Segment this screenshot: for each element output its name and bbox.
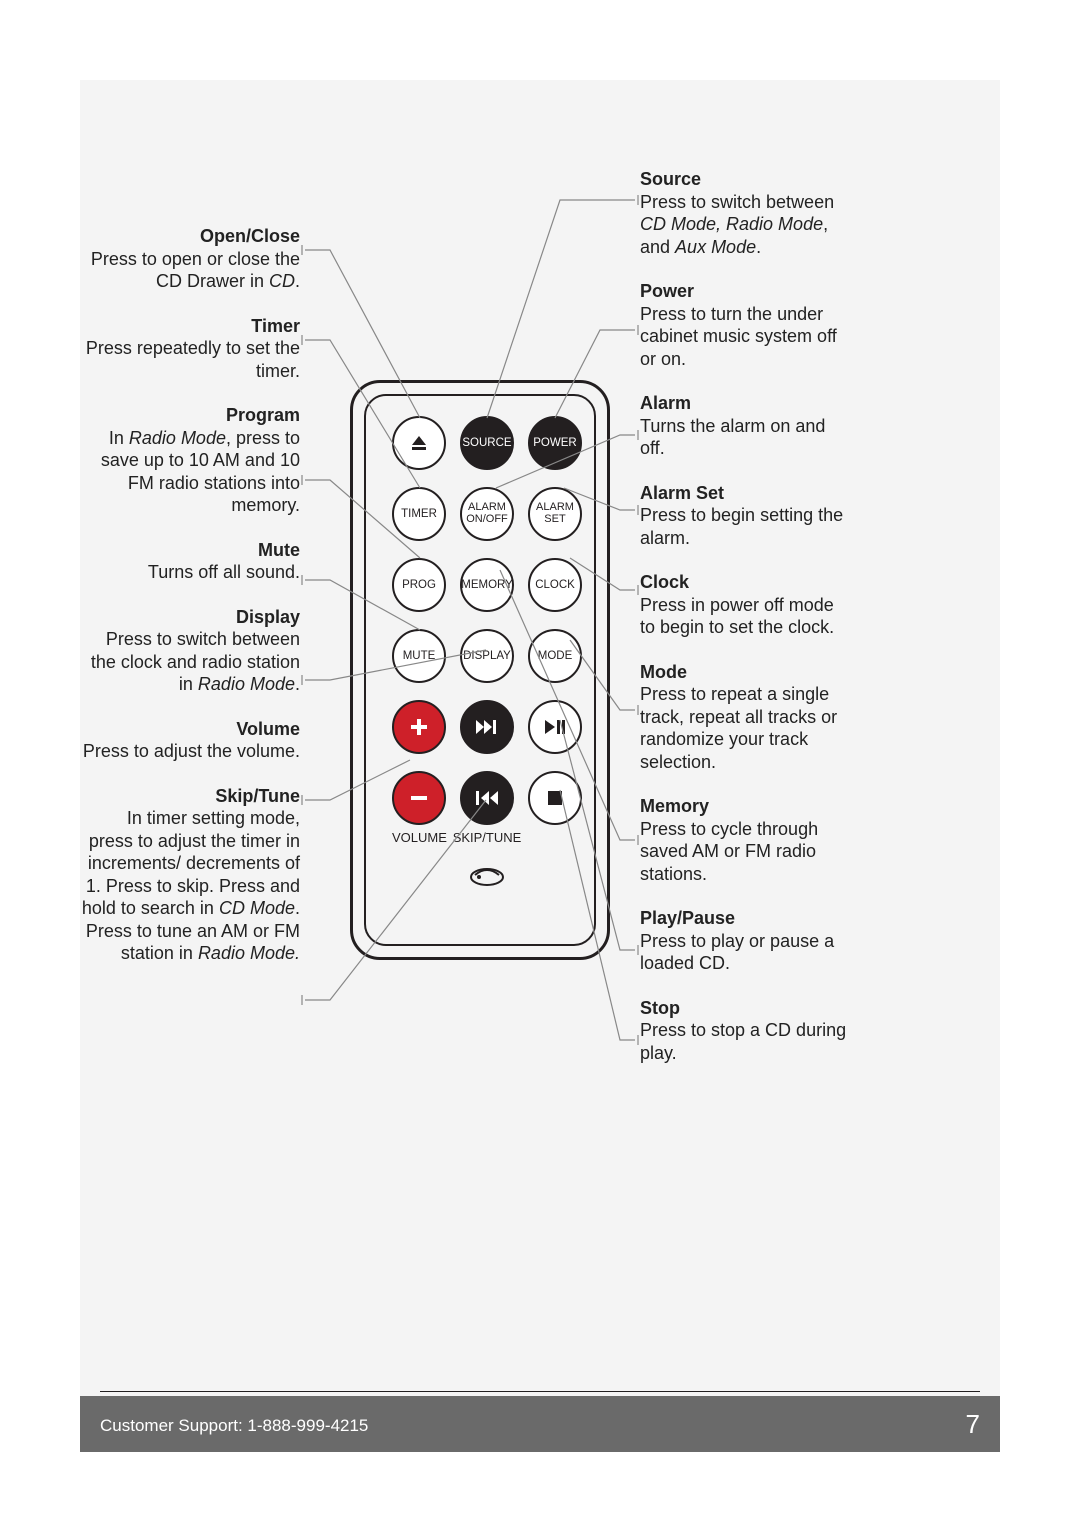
button-label: POWER — [533, 437, 576, 449]
alarm-button[interactable]: ALARM ON/OFF — [460, 487, 514, 541]
clock-button[interactable]: CLOCK — [528, 558, 582, 612]
callout-title: Mute — [80, 539, 300, 562]
callout-desc: Press to repeat a single track, repeat a… — [640, 683, 850, 773]
callout-title: Mode — [640, 661, 850, 684]
callout-title: Memory — [640, 795, 850, 818]
callout-alarm: Alarm Turns the alarm on and off. — [640, 392, 850, 460]
power-button[interactable]: POWER — [528, 416, 582, 470]
callout-open-close: Open/Close Press to open or close the CD… — [80, 225, 300, 293]
callout-title: Program — [80, 404, 300, 427]
callout-title: Volume — [80, 718, 300, 741]
minus-icon — [408, 787, 430, 809]
callout-desc: In Radio Mode, press to save up to 10 AM… — [80, 427, 300, 517]
callout-skip-tune: Skip/Tune In timer setting mode, press t… — [80, 785, 300, 965]
callout-title: Open/Close — [80, 225, 300, 248]
play-pause-icon — [543, 718, 567, 736]
callout-title: Timer — [80, 315, 300, 338]
callout-title: Stop — [640, 997, 850, 1020]
callout-volume: Volume Press to adjust the volume. — [80, 718, 300, 763]
callout-stop: Stop Press to stop a CD during play. — [640, 997, 850, 1065]
button-label: TIMER — [401, 508, 437, 520]
mode-button[interactable]: MODE — [528, 629, 582, 683]
callout-desc: Press to stop a CD during play. — [640, 1019, 850, 1064]
callout-title: Skip/Tune — [80, 785, 300, 808]
remote-diagram: SOURCE POWER TIMER ALARM ON/OFF ALARM SE… — [350, 380, 610, 960]
callout-title: Display — [80, 606, 300, 629]
button-label: MUTE — [403, 650, 436, 662]
right-callouts: Source Press to switch between CD Mode, … — [640, 168, 850, 1086]
callout-title: Alarm Set — [640, 482, 850, 505]
prog-button[interactable]: PROG — [392, 558, 446, 612]
plus-icon — [408, 716, 430, 738]
callout-desc: Press to begin setting the alarm. — [640, 504, 850, 549]
callout-display: Display Press to switch between the cloc… — [80, 606, 300, 696]
source-button[interactable]: SOURCE — [460, 416, 514, 470]
callout-title: Play/Pause — [640, 907, 850, 930]
manual-page: Open/Close Press to open or close the CD… — [80, 80, 1000, 1452]
button-label: PROG — [402, 579, 436, 591]
callout-desc: Turns the alarm on and off. — [640, 415, 850, 460]
stop-icon — [546, 789, 564, 807]
callout-source: Source Press to switch between CD Mode, … — [640, 168, 850, 258]
button-label: DISPLAY — [463, 650, 511, 662]
customer-support-text: Customer Support: 1-888-999-4215 — [100, 1416, 368, 1436]
button-label: ALARM ON/OFF — [466, 502, 508, 525]
callout-desc: Turns off all sound. — [80, 561, 300, 584]
callout-mode: Mode Press to repeat a single track, rep… — [640, 661, 850, 774]
callout-play-pause: Play/Pause Press to play or pause a load… — [640, 907, 850, 975]
button-label: CLOCK — [535, 579, 575, 591]
callout-desc: Press to play or pause a loaded CD. — [640, 930, 850, 975]
callout-desc: Press to adjust the volume. — [80, 740, 300, 763]
callout-timer: Timer Press repeatedly to set the timer. — [80, 315, 300, 383]
callout-mute: Mute Turns off all sound. — [80, 539, 300, 584]
skip-back-button[interactable] — [460, 771, 514, 825]
callout-desc: Press repeatedly to set the timer. — [80, 337, 300, 382]
fast-forward-icon — [474, 717, 500, 737]
eject-icon — [409, 433, 429, 453]
callout-desc: Press to switch between CD Mode, Radio M… — [640, 191, 850, 259]
eject-button[interactable] — [392, 416, 446, 470]
mute-button[interactable]: MUTE — [392, 629, 446, 683]
volume-section-label: VOLUME — [392, 830, 446, 845]
skip-forward-button[interactable] — [460, 700, 514, 754]
callout-desc: Press in power off mode to begin to set … — [640, 594, 850, 639]
skiptune-section-label: SKIP/TUNE — [452, 830, 522, 845]
callout-desc: In timer setting mode, press to adjust t… — [80, 807, 300, 965]
callout-desc: Press to turn the under cabinet music sy… — [640, 303, 850, 371]
rewind-icon — [474, 788, 500, 808]
callout-power: Power Press to turn the under cabinet mu… — [640, 280, 850, 370]
callout-desc: Press to open or close the CD Drawer in … — [80, 248, 300, 293]
left-callouts: Open/Close Press to open or close the CD… — [80, 225, 300, 987]
volume-down-button[interactable] — [392, 771, 446, 825]
callout-memory: Memory Press to cycle through saved AM o… — [640, 795, 850, 885]
callout-clock: Clock Press in power off mode to begin t… — [640, 571, 850, 639]
button-label: MEMORY — [461, 579, 513, 591]
volume-up-button[interactable] — [392, 700, 446, 754]
brand-logo — [460, 858, 514, 892]
callout-title: Alarm — [640, 392, 850, 415]
stop-button[interactable] — [528, 771, 582, 825]
alarm-set-button[interactable]: ALARM SET — [528, 487, 582, 541]
callout-title: Clock — [640, 571, 850, 594]
callout-program: Program In Radio Mode, press to save up … — [80, 404, 300, 517]
button-label: ALARM SET — [536, 502, 574, 525]
button-label: SOURCE — [462, 437, 511, 449]
callout-title: Source — [640, 168, 850, 191]
display-button[interactable]: DISPLAY — [460, 629, 514, 683]
footer-strip: Customer Support: 1-888-999-4215 7 — [80, 1396, 1000, 1452]
page-number: 7 — [966, 1409, 980, 1440]
button-label: MODE — [538, 650, 573, 662]
memory-button[interactable]: MEMORY — [460, 558, 514, 612]
callout-title: Power — [640, 280, 850, 303]
footer-rule — [100, 1391, 980, 1392]
callout-desc: Press to switch between the clock and ra… — [80, 628, 300, 696]
logo-icon — [467, 861, 507, 889]
callout-alarm-set: Alarm Set Press to begin setting the ala… — [640, 482, 850, 550]
timer-button[interactable]: TIMER — [392, 487, 446, 541]
callout-desc: Press to cycle through saved AM or FM ra… — [640, 818, 850, 886]
play-pause-button[interactable] — [528, 700, 582, 754]
